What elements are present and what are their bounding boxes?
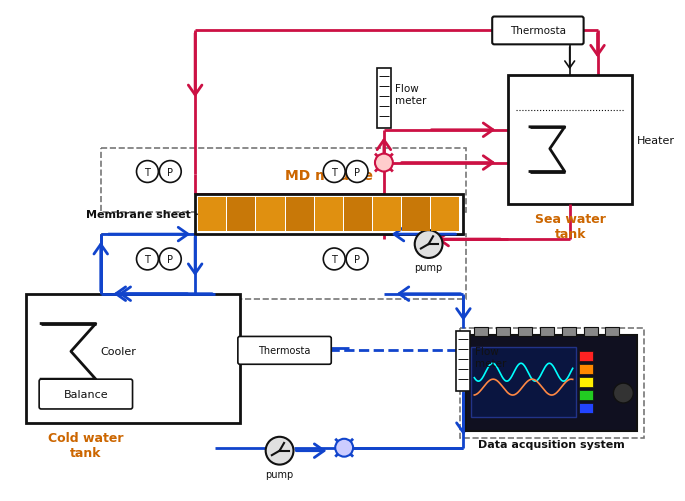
Bar [373,198,401,231]
Bar [456,332,471,391]
Bar [344,198,372,231]
Circle shape [323,161,345,183]
Text: MD module: MD module [285,169,373,183]
Circle shape [323,248,345,271]
Bar [377,69,391,129]
Bar [606,327,619,337]
Circle shape [414,230,443,259]
Circle shape [136,248,158,271]
Text: T: T [145,167,151,177]
Text: T: T [332,255,337,265]
Bar [195,195,463,234]
Text: Sea water
tank: Sea water tank [535,213,606,241]
Bar [471,348,575,417]
Text: Balance: Balance [64,389,108,399]
FancyBboxPatch shape [238,337,332,365]
Text: P: P [354,255,360,265]
Bar [227,198,256,231]
Bar [286,198,314,231]
Circle shape [136,161,158,183]
Bar [584,327,597,337]
FancyBboxPatch shape [493,18,584,45]
Text: pump: pump [414,263,443,273]
Text: T: T [145,255,151,265]
Circle shape [160,161,182,183]
Text: Heater: Heater [637,135,675,145]
Circle shape [375,154,393,172]
Circle shape [266,437,293,465]
Bar [518,327,532,337]
Text: pump: pump [266,468,294,478]
Text: Data acqusition system: Data acqusition system [478,439,625,449]
Bar [579,390,593,400]
Bar [579,377,593,387]
Bar [562,327,575,337]
Bar [460,329,644,438]
Text: P: P [167,255,173,265]
Circle shape [614,383,634,403]
Bar [314,198,342,231]
Bar [579,352,593,362]
FancyBboxPatch shape [39,379,132,409]
Circle shape [335,439,353,457]
Text: Thermosta: Thermosta [510,27,566,37]
Bar [101,234,466,299]
Text: P: P [354,167,360,177]
Bar [496,327,510,337]
Text: T: T [332,167,337,177]
Bar [402,198,430,231]
Bar [256,198,284,231]
Bar [198,198,226,231]
Text: Thermosta: Thermosta [258,346,311,356]
Circle shape [346,248,368,271]
Bar [466,336,637,431]
Text: P: P [167,167,173,177]
Bar [432,198,460,231]
Bar [26,294,240,423]
Circle shape [160,248,182,271]
Bar [579,403,593,413]
Bar [101,148,466,213]
Bar [579,365,593,374]
Bar [540,327,553,337]
Text: Cold water
tank: Cold water tank [48,431,123,459]
Text: Cooler: Cooler [101,347,136,357]
Bar [474,327,488,337]
Text: Flow
meter: Flow meter [395,84,426,106]
Text: Flow
meter: Flow meter [475,347,507,368]
Circle shape [346,161,368,183]
Text: Membrane sheet: Membrane sheet [86,210,197,220]
Bar [508,76,632,205]
